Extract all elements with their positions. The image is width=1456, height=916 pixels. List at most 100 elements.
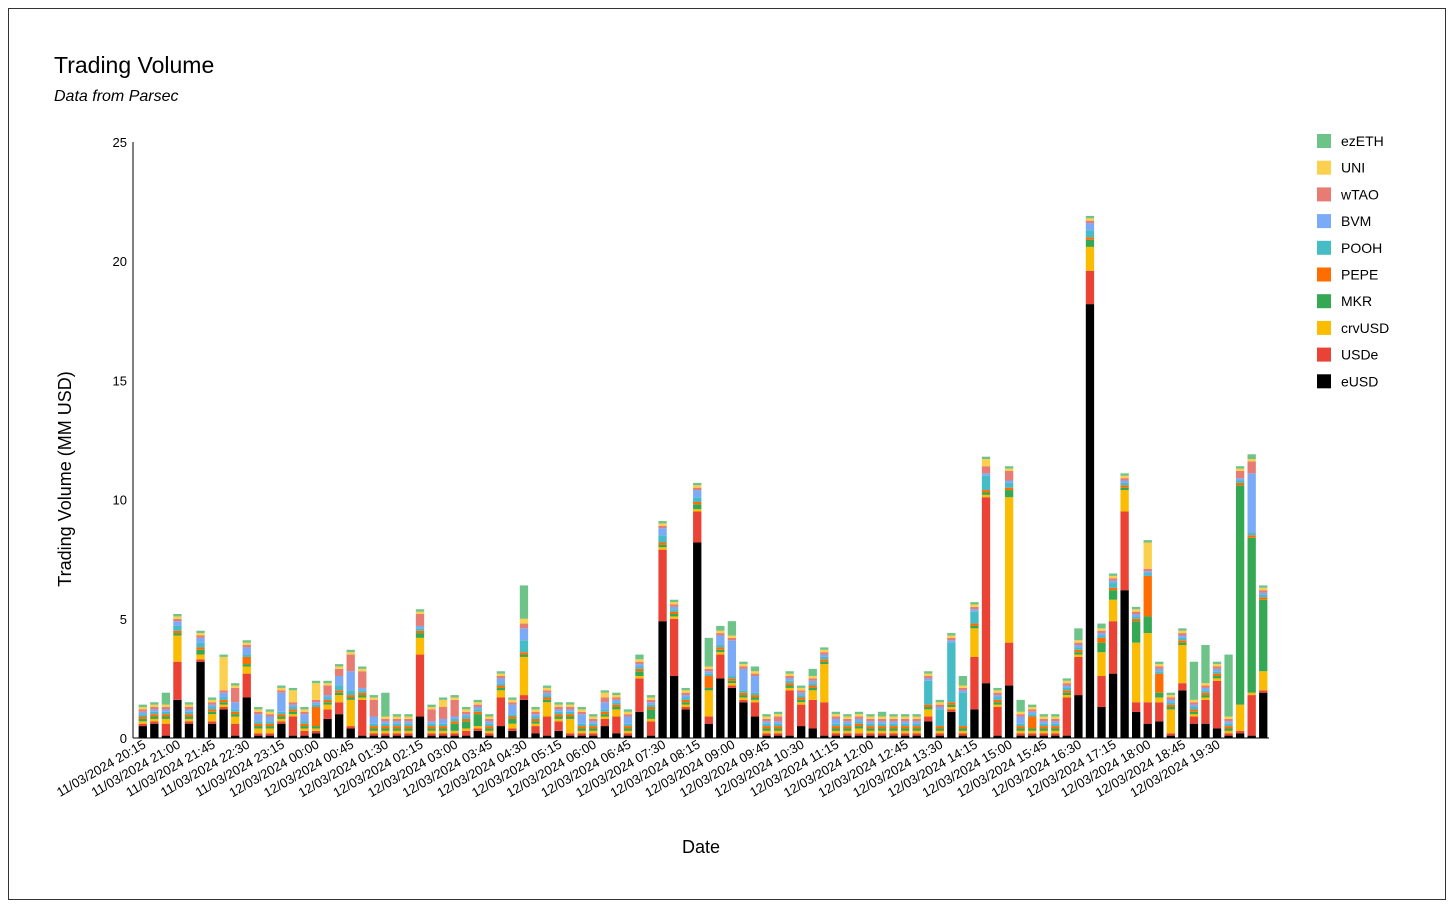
bar-segment-bvm <box>196 637 205 643</box>
bar-segment-uni <box>1004 468 1014 471</box>
bar-segment-wtao <box>577 711 586 715</box>
bar-segment-crvusd <box>785 687 794 691</box>
bar-segment-crvusd <box>1155 697 1164 703</box>
bar-segment-ezeth <box>1212 661 1222 665</box>
bar-segment-mkr <box>669 614 679 617</box>
bar-segment-crvusd <box>773 730 783 734</box>
bar-segment-uni <box>207 699 217 703</box>
bar-segment-wtao <box>1155 666 1164 669</box>
bar-segment-pooh <box>508 714 517 717</box>
bar-segment-uni <box>1143 542 1152 569</box>
bar-segment-usde <box>473 728 482 731</box>
bar-segment-wtao <box>716 633 725 636</box>
bar-segment-eusd <box>277 723 286 738</box>
bar-segment-usde <box>381 733 390 736</box>
bar-segment-usde <box>369 733 378 736</box>
bar-segment-crvusd <box>1051 730 1060 734</box>
bar-segment-usde <box>1097 676 1106 708</box>
bar-segment-pepe <box>866 726 875 729</box>
bar-segment-pooh <box>369 723 378 727</box>
bar-segment-usde <box>207 721 217 724</box>
bar-segment-bvm <box>970 609 979 612</box>
bar-segment-uni <box>669 602 679 605</box>
bar-segment-pooh <box>1039 723 1048 727</box>
bar-segment-uni <box>1108 575 1118 579</box>
bar-segment-crvusd <box>427 730 436 734</box>
bar-segment-pooh <box>912 723 921 727</box>
bar-segment-wtao <box>727 637 737 641</box>
bar-segment-mkr <box>265 726 274 729</box>
bar-segment-pepe <box>589 726 598 729</box>
bar-segment-pepe <box>1224 726 1233 729</box>
bar-segment-eusd <box>566 735 575 738</box>
bar-segment-usde <box>265 733 274 736</box>
bar-segment-eusd <box>1166 735 1175 738</box>
bar-segment-pooh <box>1189 707 1199 710</box>
bar-segment-pooh <box>947 642 956 703</box>
y-tick-label: 10 <box>113 493 127 508</box>
bar-segment-uni <box>635 659 644 662</box>
bar-segment-pooh <box>658 535 667 543</box>
bar-segment-usde <box>635 678 644 712</box>
bar-segment-eusd <box>1074 695 1083 738</box>
bar-segment-pepe <box>334 690 344 693</box>
bar-segment-pooh <box>1004 482 1014 488</box>
bar-segment-crvusd <box>854 728 864 734</box>
bar-segment-pepe <box>820 659 829 662</box>
bar-segment-pooh <box>207 707 217 710</box>
bar-segment-uni <box>138 707 147 710</box>
bar-segment-bvm <box>542 692 552 696</box>
bar-segment-pepe <box>496 685 506 688</box>
bar-segment-wtao <box>843 718 852 722</box>
bar-segment-pooh <box>438 723 448 727</box>
bar-segment-ezeth <box>762 714 771 717</box>
bar-segment-ezeth <box>1039 714 1048 717</box>
bar-segment-crvusd <box>173 635 182 662</box>
bar-segment-bvm <box>1166 699 1175 703</box>
bar-segment-ezeth <box>600 690 609 693</box>
bar-segment-mkr <box>877 728 887 731</box>
bar-segment-usde <box>681 707 690 710</box>
bar-segment-usde <box>531 726 540 734</box>
bar-segment-pooh <box>646 704 656 707</box>
bar-segment-bvm <box>519 628 529 641</box>
bar-segment-uni <box>589 716 598 719</box>
bar-segment-pooh <box>323 697 332 700</box>
legend-label-uni: UNI <box>1341 160 1365 176</box>
bar-segment-eusd <box>1004 685 1014 738</box>
bar-segment-ezeth <box>1143 540 1152 543</box>
bar-segment-pepe <box>508 716 517 719</box>
bar-segment-uni <box>1097 628 1106 631</box>
bar-segment-eusd <box>1051 735 1060 738</box>
bar-segment-uni <box>277 687 286 691</box>
bar-segment-uni <box>496 673 506 677</box>
bar-segment-crvusd <box>750 699 760 703</box>
bar-segment-wtao <box>1120 478 1129 481</box>
bar-segment-wtao <box>1189 702 1199 705</box>
bar-segment-bvm <box>589 721 598 724</box>
bar-segment-eusd <box>531 733 540 738</box>
bar-segment-ezeth <box>415 609 425 612</box>
bar-segment-bvm <box>288 704 298 707</box>
bar-segment-uni <box>854 714 864 717</box>
bar-segment-usde <box>1085 270 1095 305</box>
bar-segment-eusd <box>612 733 621 738</box>
bar-segment-pepe <box>739 692 748 696</box>
bar-segment-wtao <box>415 614 425 626</box>
bar-segment-pooh <box>288 707 298 710</box>
bar-segment-ezeth <box>138 704 147 707</box>
bar-segment-uni <box>577 709 586 712</box>
bar-segment-crvusd <box>346 699 355 727</box>
bar-segment-ezeth <box>1074 628 1083 641</box>
bar-segment-pepe <box>970 623 979 626</box>
bar-segment-pooh <box>311 704 321 707</box>
bar-segment-pepe <box>981 490 991 493</box>
bar-segment-pepe <box>1120 485 1129 488</box>
bar-segment-pepe <box>1016 726 1025 729</box>
bar-segment-eusd <box>727 687 737 738</box>
bar-segment-pooh <box>566 711 575 715</box>
bar-segment-wtao <box>138 709 147 712</box>
bar-segment-wtao <box>993 692 1002 696</box>
bar-segment-pepe <box>381 726 390 729</box>
bar-segment-wtao <box>1247 461 1256 474</box>
